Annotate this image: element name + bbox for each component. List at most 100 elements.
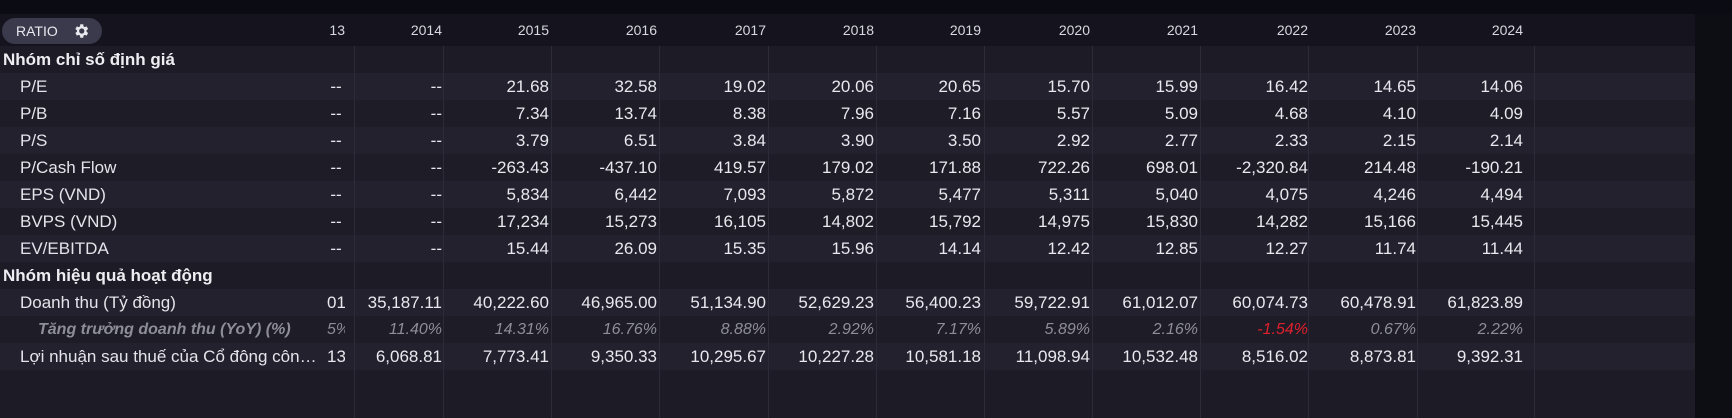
year-header: 2017	[734, 22, 766, 38]
table-row: BVPS (VND) -- -- 17,234 15,273 16,105 14,802 15…	[0, 208, 1695, 235]
year-header: 2019	[949, 22, 981, 38]
table-cell: --	[430, 104, 442, 123]
table-cell: 14.65	[1373, 77, 1416, 96]
table-cell: 61,823.89	[1447, 293, 1523, 312]
row-label: Tăng trưởng doanh thu (YoY) (%)	[38, 321, 291, 338]
column-divider	[354, 46, 355, 418]
year-header: 2023	[1384, 22, 1416, 38]
table-cell: 14.14	[938, 239, 981, 258]
table-cell: 2.92%	[828, 321, 874, 338]
table-cell: 14,282	[1256, 212, 1308, 231]
table-cell: 01	[327, 293, 345, 312]
year-header: 2014	[410, 22, 442, 38]
table-cell: 5%	[327, 321, 345, 338]
table-cell: 0.67%	[1370, 321, 1416, 338]
row-label: Lợi nhuận sau thuế của Cổ đông công ty m…	[20, 347, 326, 366]
ratio-table: RATIO 13 2014 2015 2016 2017 2018 2019 2020 2021…	[0, 14, 1695, 418]
table-cell: -2,320.84	[1236, 158, 1308, 177]
row-label: P/E	[20, 77, 48, 96]
year-header: 2015	[517, 22, 549, 38]
table-cell: 35,187.11	[367, 293, 442, 312]
ratio-label: RATIO	[16, 23, 58, 39]
table-cell: 56,400.23	[905, 293, 981, 312]
table-cell: 171.88	[929, 158, 981, 177]
column-divider	[984, 46, 985, 418]
table-cell: 60,478.91	[1340, 293, 1416, 312]
column-divider	[876, 46, 877, 418]
table-cell: 7,773.41	[482, 347, 549, 366]
column-divider	[443, 46, 444, 418]
table-cell: 6,442	[614, 185, 657, 204]
table-cell: 11.40%	[388, 321, 442, 338]
table-cell: 2.33	[1274, 131, 1308, 150]
table-cell: 16.76%	[602, 321, 657, 338]
table-cell: 32.58	[614, 77, 657, 96]
table-row: Tăng trưởng doanh thu (YoY) (%) 5% 11.40% 1…	[0, 316, 1695, 343]
table-cell: 4.68	[1274, 104, 1308, 123]
year-header: 2024	[1491, 22, 1523, 38]
row-label: BVPS (VND)	[20, 212, 118, 231]
table-cell: 15.35	[723, 239, 766, 258]
table-cell: 10,532.48	[1122, 347, 1198, 366]
scrollbar-track[interactable]	[1695, 14, 1732, 418]
table-cell: --	[430, 131, 442, 150]
gear-icon[interactable]	[72, 22, 90, 40]
table-cell: 3.79	[515, 131, 549, 150]
table-cell: 5,040	[1155, 185, 1198, 204]
table-cell: 5.89%	[1044, 321, 1090, 338]
year-header: 2021	[1166, 22, 1198, 38]
table-cell: 15.99	[1155, 77, 1198, 96]
table-cell: --	[430, 239, 442, 258]
table-cell: --	[430, 77, 442, 96]
table-cell: --	[330, 212, 342, 231]
table-cell: 15.70	[1047, 77, 1090, 96]
table-cell: --	[330, 158, 342, 177]
table-cell: --	[330, 104, 342, 123]
table-cell: 3.90	[840, 131, 874, 150]
table-cell: 7.96	[840, 104, 874, 123]
table-cell: 4.09	[1489, 104, 1523, 123]
table-cell: -437.10	[599, 158, 657, 177]
table-cell: 19.02	[723, 77, 766, 96]
table-row: P/E -- -- 21.68 32.58 19.02 20.06 20.65 15.70 15.…	[0, 73, 1695, 100]
table-cell: 61,012.07	[1122, 293, 1198, 312]
section-header-row: Nhóm hiệu quả hoạt động	[0, 262, 1695, 289]
year-header: 2016	[625, 22, 657, 38]
table-cell: 15,792	[929, 212, 981, 231]
table-cell: 2.77	[1164, 131, 1198, 150]
table-cell: 4,494	[1480, 185, 1523, 204]
ratio-button[interactable]: RATIO	[2, 18, 102, 44]
table-cell: 15.96	[831, 239, 874, 258]
table-row: EPS (VND) -- -- 5,834 6,442 7,093 5,872 5,477 5,…	[0, 181, 1695, 208]
table-cell: 698.01	[1146, 158, 1198, 177]
table-cell: 4,075	[1265, 185, 1308, 204]
column-divider	[768, 46, 769, 418]
table-cell: 179.02	[822, 158, 874, 177]
table-cell: 59,722.91	[1014, 293, 1090, 312]
column-divider	[1534, 46, 1535, 418]
table-cell: -1.54%	[1257, 321, 1308, 338]
table-cell: 5,834	[506, 185, 549, 204]
table-cell: 7,093	[723, 185, 766, 204]
table-cell: 52,629.23	[798, 293, 874, 312]
table-cell: 20.65	[938, 77, 981, 96]
table-cell: 40,222.60	[473, 293, 549, 312]
table-cell: --	[330, 239, 342, 258]
table-cell: 5,872	[831, 185, 874, 204]
table-cell: 419.57	[714, 158, 766, 177]
row-label: P/S	[20, 131, 48, 150]
column-divider	[551, 46, 552, 418]
table-row: Doanh thu (Tỷ đồng) 01 35,187.11 40,222.60 4…	[0, 289, 1695, 316]
table-row: P/Cash Flow -- -- -263.43 -437.10 419.57 179.0…	[0, 154, 1695, 181]
section-header-row: Nhóm chỉ số định giá	[0, 46, 1695, 73]
table-header: RATIO 13 2014 2015 2016 2017 2018 2019 2020 2021…	[0, 14, 1695, 46]
table-cell: 14,975	[1038, 212, 1090, 231]
table-cell: 26.09	[614, 239, 657, 258]
row-label: Doanh thu (Tỷ đồng)	[20, 293, 176, 312]
table-cell: 2.15	[1382, 131, 1416, 150]
table-cell: 4.10	[1382, 104, 1416, 123]
table-cell: 6.51	[623, 131, 657, 150]
table-cell: --	[430, 185, 442, 204]
column-divider	[1092, 46, 1093, 418]
table-cell: 11.74	[1374, 239, 1416, 258]
